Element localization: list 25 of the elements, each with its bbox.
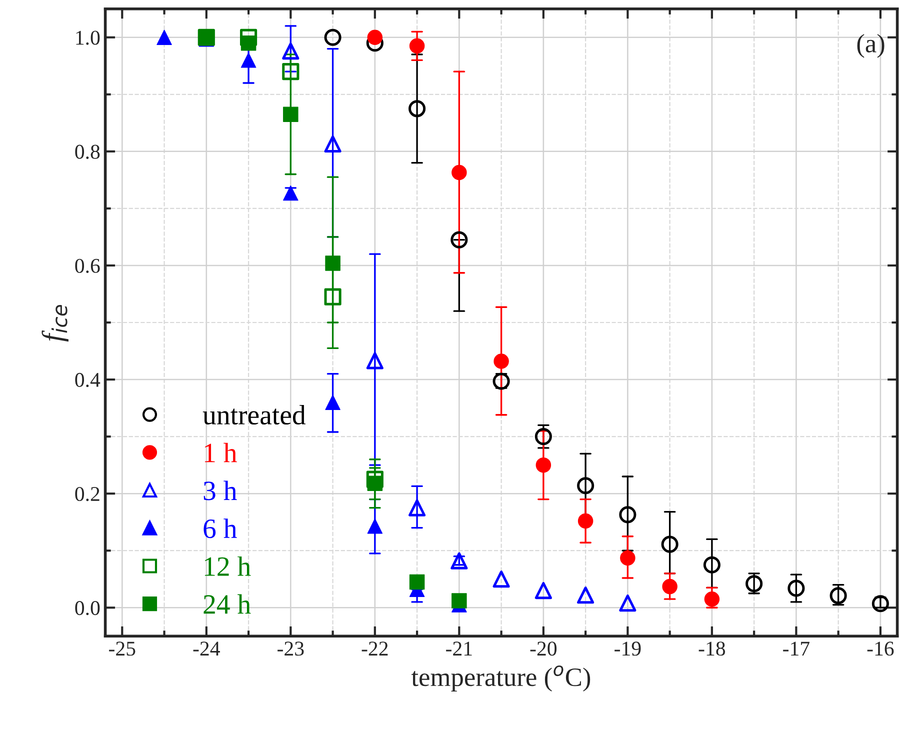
annotation: (a): [857, 34, 884, 58]
legend-label: 3 h: [204, 480, 237, 500]
y-tick-label: 0.0: [75, 601, 100, 616]
y-tick-label: 0.4: [75, 372, 100, 388]
legend-label: untreated: [202, 404, 306, 425]
x-tick-label: -18: [698, 642, 726, 656]
legend-label: 6 h: [204, 518, 237, 538]
y-tick-label: 0.8: [75, 144, 100, 159]
x-tick-label: -22: [362, 642, 388, 656]
y-axis-title: f$_{ice}$: [42, 304, 68, 342]
x-tick-label: -25: [109, 642, 136, 656]
x-tick-label: -17: [783, 642, 810, 656]
legend-label: 24 h: [204, 594, 251, 614]
x-tick-label: -23: [278, 642, 304, 656]
x-tick-label: -20: [530, 642, 557, 656]
legend-label: 1 h: [204, 442, 237, 462]
legend-label: 12 h: [204, 556, 251, 576]
x-tick-label: -19: [614, 642, 641, 656]
x-tick-label: -21: [446, 642, 472, 656]
x-tick-label: -16: [867, 642, 894, 656]
y-tick-label: 1.0: [76, 30, 100, 45]
y-tick-label: 0.2: [75, 486, 100, 502]
x-axis-title: temperature ($^{o}$C): [411, 665, 590, 692]
y-tick-label: 0.6: [75, 258, 100, 274]
x-tick-label: -24: [193, 642, 220, 656]
